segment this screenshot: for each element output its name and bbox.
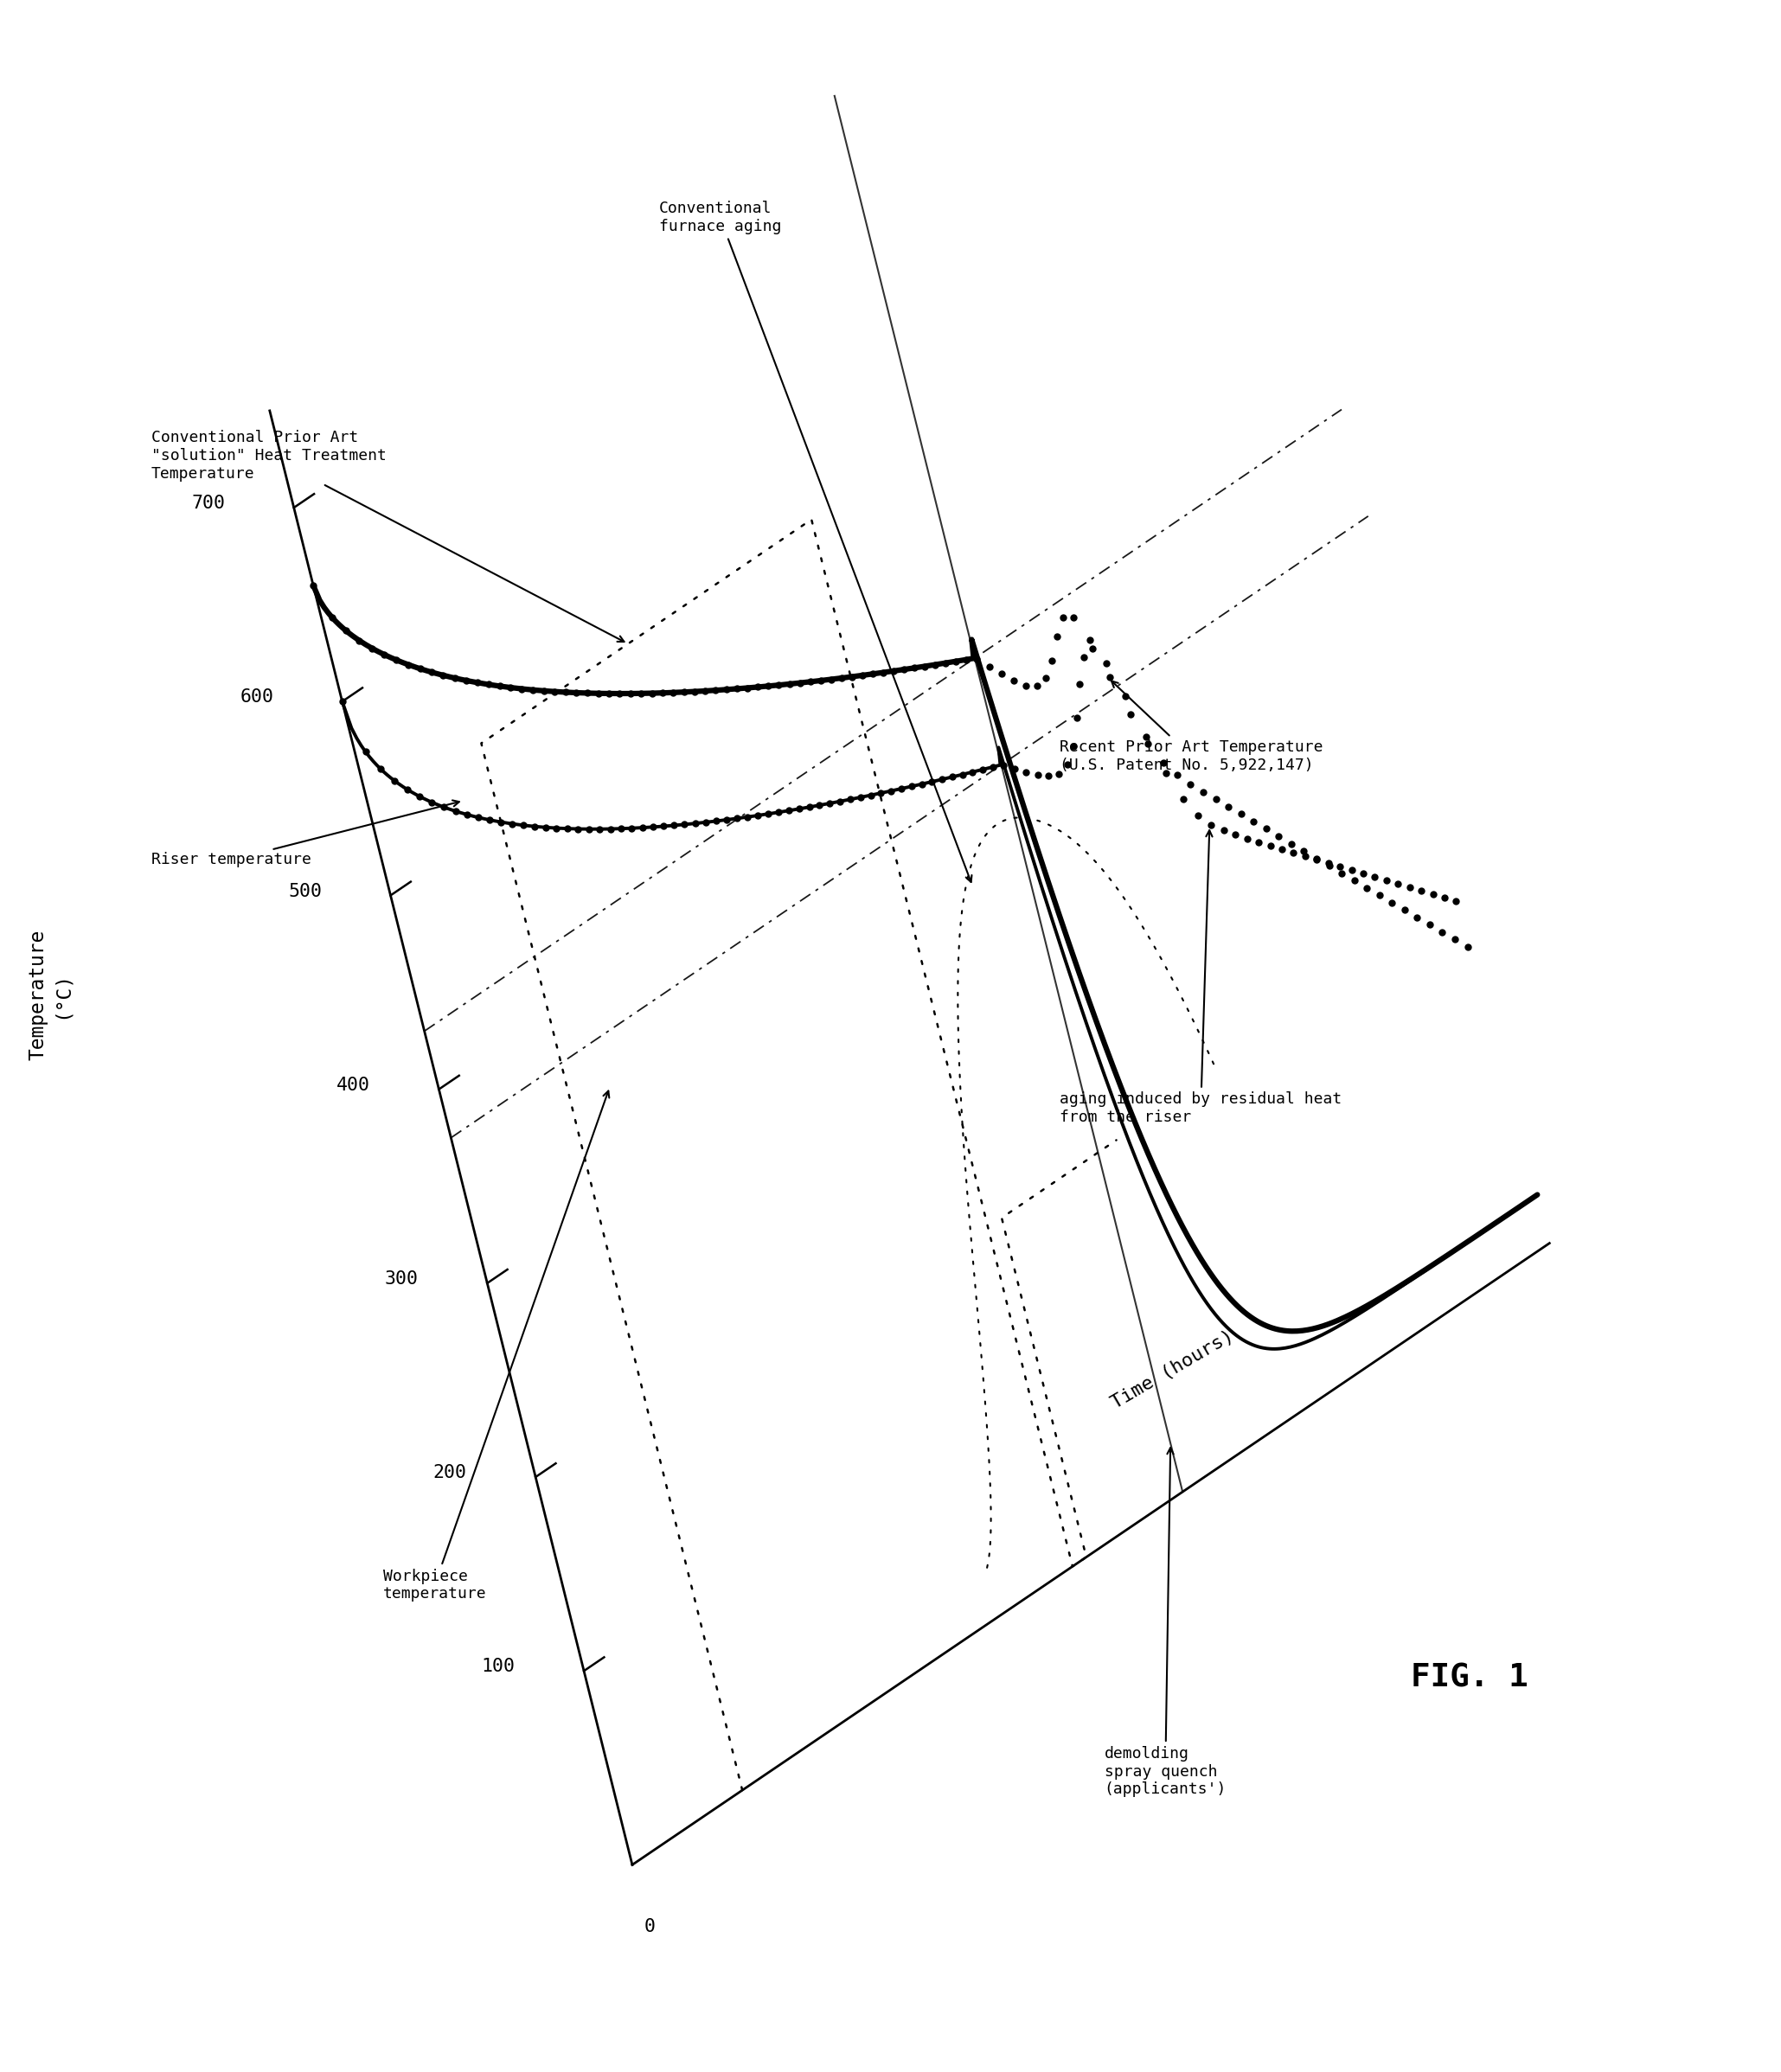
Text: 600: 600 — [240, 688, 274, 707]
Text: 100: 100 — [481, 1658, 515, 1676]
Text: Temperature
(°C): Temperature (°C) — [28, 928, 71, 1061]
Text: 0: 0 — [645, 1919, 655, 1935]
Text: demolding
spray quench
(applicants'): demolding spray quench (applicants') — [1104, 1448, 1227, 1796]
Text: Recent Prior Art Temperature
(U.S. Patent No. 5,922,147): Recent Prior Art Temperature (U.S. Paten… — [1060, 682, 1323, 773]
Text: 300: 300 — [385, 1270, 419, 1287]
Text: 500: 500 — [289, 883, 322, 899]
Text: Conventional
furnace aging: Conventional furnace aging — [659, 201, 972, 883]
Text: Workpiece
temperature: Workpiece temperature — [383, 1092, 609, 1602]
Text: 200: 200 — [433, 1465, 467, 1481]
Text: aging induced by residual heat
from the riser: aging induced by residual heat from the … — [1060, 831, 1341, 1125]
Text: Conventional Prior Art
"solution" Heat Treatment
Temperature: Conventional Prior Art "solution" Heat T… — [151, 431, 623, 642]
Text: Time (hours): Time (hours) — [1110, 1328, 1238, 1411]
Text: FIG. 1: FIG. 1 — [1411, 1662, 1528, 1695]
Text: 400: 400 — [337, 1077, 370, 1094]
Text: 700: 700 — [192, 495, 224, 512]
Text: Riser temperature: Riser temperature — [151, 800, 459, 868]
